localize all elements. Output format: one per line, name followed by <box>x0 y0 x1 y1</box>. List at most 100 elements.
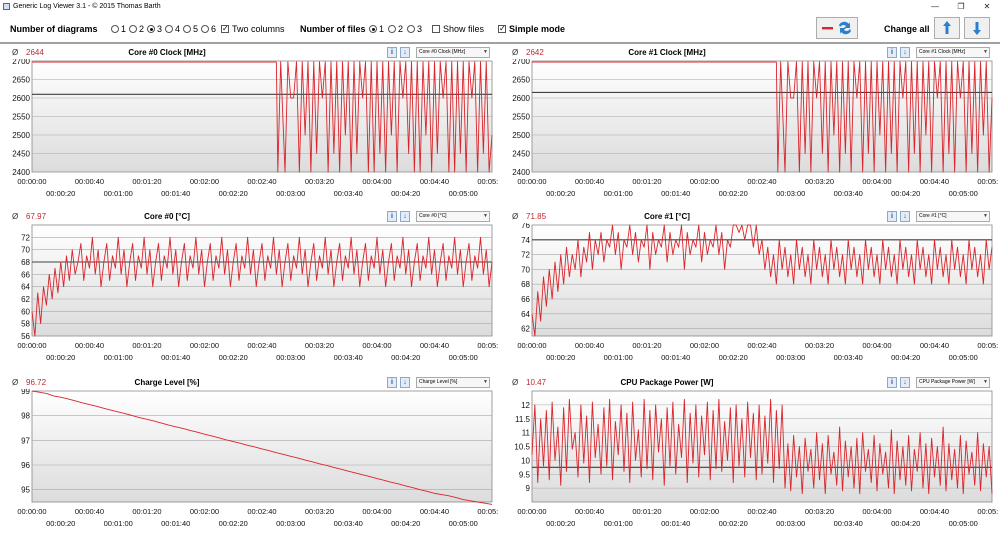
x-tick-label: 00:05:20 <box>477 507 498 516</box>
x-tick-label: 00:00:20 <box>546 353 575 362</box>
toolbar-separator <box>0 42 1000 44</box>
diagrams-option-6[interactable]: 6 <box>201 23 216 35</box>
move-down-button[interactable] <box>964 17 990 39</box>
files-option-2[interactable]: 2 <box>388 23 403 35</box>
sensor-select[interactable]: CPU Package Power [W] ▼ <box>916 377 990 388</box>
info-icon: i <box>891 49 893 56</box>
sensor-select[interactable]: Core #0 Clock [MHz] ▼ <box>416 47 490 58</box>
diagrams-option-5[interactable]: 5 <box>183 23 198 35</box>
files-option-1[interactable]: 1 <box>369 23 384 35</box>
x-tick-label: 00:05:00 <box>449 519 478 528</box>
x-tick-label: 00:01:00 <box>604 519 633 528</box>
chart-charge-level: 99 98 97 96 95 00:00:00 00:00:40 00:01:20 00:02:… <box>17 389 498 528</box>
average-value: 71.85 <box>526 212 547 221</box>
x-tick-label: 00:00:20 <box>46 519 75 528</box>
y-tick-label: 62 <box>521 325 530 334</box>
x-tick-label: 00:03:00 <box>276 353 305 362</box>
sensor-select[interactable]: Core #0 [°C] ▼ <box>416 211 490 222</box>
minimize-icon[interactable]: — <box>931 2 939 11</box>
average-value: 10.47 <box>526 378 547 387</box>
x-tick-label: 00:00:00 <box>17 341 46 350</box>
y-tick-label: 2400 <box>12 168 30 177</box>
y-tick-label: 2650 <box>512 76 530 85</box>
x-tick-label: 00:01:40 <box>661 519 690 528</box>
x-tick-label: 00:03:00 <box>776 353 805 362</box>
info-icon: i <box>391 213 393 220</box>
x-tick-label: 00:02:00 <box>690 341 719 350</box>
sensor-select[interactable]: Core #1 [°C] ▼ <box>916 211 990 222</box>
x-tick-label: 00:04:40 <box>920 341 949 350</box>
sort-button[interactable]: ↓ <box>900 47 910 58</box>
maximize-icon[interactable]: ❐ <box>957 2 965 11</box>
y-tick-label: 68 <box>521 280 530 289</box>
panel-core1-temp: Ø 71.85 Core #1 [°C] i ↓ Core #1 [°C] ▼ 76 74 72 7… <box>502 210 998 370</box>
sort-button[interactable]: ↓ <box>400 377 410 388</box>
info-button[interactable]: i <box>887 211 897 222</box>
x-tick-label: 00:01:20 <box>632 177 661 186</box>
move-up-button[interactable] <box>934 17 960 39</box>
close-icon[interactable]: ✕ <box>983 2 991 11</box>
arrow-down-icon: ↓ <box>903 49 907 56</box>
arrow-down-icon: ↓ <box>403 49 407 56</box>
average-value: 96.72 <box>26 378 47 387</box>
x-tick-label: 00:03:40 <box>334 189 363 198</box>
x-tick-label: 00:04:20 <box>391 353 420 362</box>
x-tick-label: 00:01:00 <box>604 189 633 198</box>
y-tick-label: 58 <box>21 320 30 329</box>
arrow-down-icon: ↓ <box>403 213 407 220</box>
x-tick-label: 00:00:20 <box>546 189 575 198</box>
series-line <box>532 61 993 173</box>
sensor-select[interactable]: Core #1 Clock [MHz] ▼ <box>916 47 990 58</box>
x-tick-label: 00:00:00 <box>517 507 546 516</box>
sort-button[interactable]: ↓ <box>400 47 410 58</box>
y-tick-label: 2450 <box>12 150 30 159</box>
x-tick-label: 00:05:00 <box>449 353 478 362</box>
diagrams-option-3[interactable]: 3 <box>147 23 162 35</box>
y-tick-label: 76 <box>521 223 530 230</box>
y-tick-label: 10.5 <box>514 443 530 452</box>
x-tick-label: 00:01:40 <box>661 189 690 198</box>
y-tick-label: 66 <box>521 295 530 304</box>
change-all-label: Change all <box>884 24 930 34</box>
two-columns-checkbox[interactable]: Two columns <box>221 23 285 35</box>
sort-button[interactable]: ↓ <box>400 211 410 222</box>
x-tick-label: 00:05:20 <box>977 177 998 186</box>
info-button[interactable]: i <box>387 47 397 58</box>
y-tick-label: 9 <box>526 484 531 493</box>
x-tick-label: 00:03:20 <box>305 507 334 516</box>
sort-button[interactable]: ↓ <box>900 377 910 388</box>
color-swap-button[interactable] <box>816 17 858 39</box>
panel-core0-clock: Ø 2644 Core #0 Clock [MHz] i ↓ Core #0 Clock … <box>2 46 498 206</box>
x-tick-label: 00:03:40 <box>334 519 363 528</box>
diagrams-option-4[interactable]: 4 <box>165 23 180 35</box>
x-tick-label: 00:01:40 <box>161 189 190 198</box>
y-tick-label: 99 <box>21 389 30 396</box>
checkbox-checked-icon <box>221 23 229 35</box>
x-tick-label: 00:03:40 <box>834 519 863 528</box>
x-tick-label: 00:01:00 <box>104 353 133 362</box>
show-files-checkbox[interactable]: Show files <box>432 23 484 35</box>
sensor-select[interactable]: Charge Level [%] ▼ <box>416 377 490 388</box>
simple-mode-checkbox[interactable]: Simple mode <box>498 23 565 35</box>
x-tick-label: 00:01:20 <box>132 507 161 516</box>
info-button[interactable]: i <box>387 211 397 222</box>
sort-button[interactable]: ↓ <box>900 211 910 222</box>
checkbox-icon <box>432 25 440 33</box>
arrow-down-icon <box>973 22 981 35</box>
diagrams-option-2[interactable]: 2 <box>129 23 144 35</box>
x-tick-label: 00:03:00 <box>776 519 805 528</box>
info-button[interactable]: i <box>387 377 397 388</box>
info-button[interactable]: i <box>887 47 897 58</box>
x-tick-label: 00:01:40 <box>161 519 190 528</box>
x-tick-label: 00:02:40 <box>747 507 776 516</box>
x-tick-label: 00:01:20 <box>632 507 661 516</box>
files-option-3[interactable]: 3 <box>407 23 422 35</box>
info-button[interactable]: i <box>887 377 897 388</box>
x-tick-label: 00:04:00 <box>362 507 391 516</box>
y-tick-label: 97 <box>21 436 30 445</box>
diagrams-option-1[interactable]: 1 <box>111 23 126 35</box>
chart-title: CPU Package Power [W] <box>620 378 714 387</box>
y-tick-label: 9.5 <box>519 470 531 479</box>
